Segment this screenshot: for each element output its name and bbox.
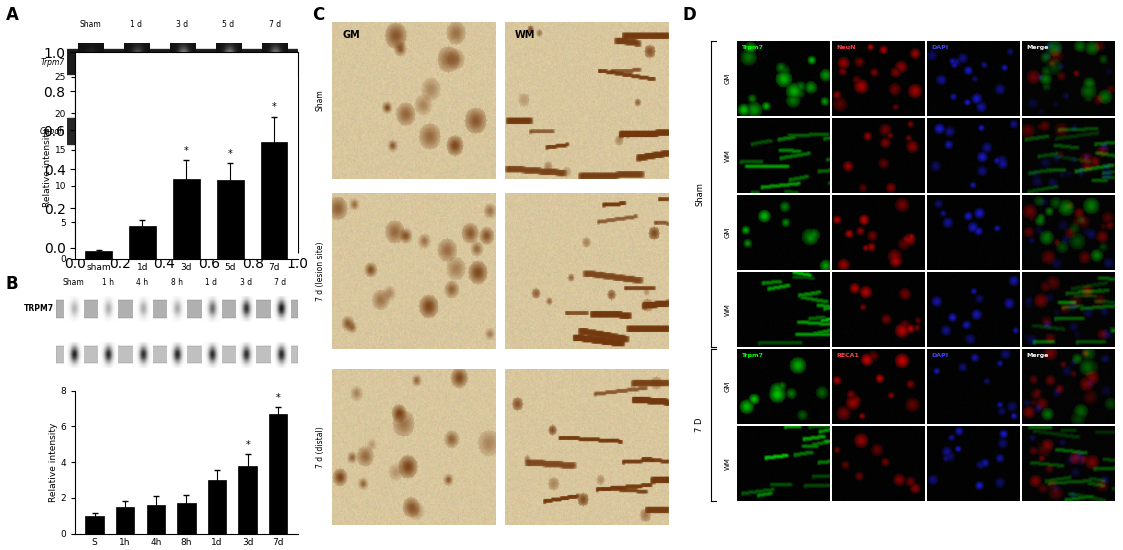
- Text: Gapdh: Gapdh: [40, 127, 65, 136]
- Bar: [129, 226, 156, 258]
- Text: *: *: [272, 102, 276, 112]
- Bar: [147, 505, 165, 534]
- Bar: [262, 142, 287, 258]
- Text: *: *: [276, 393, 281, 403]
- Text: Sham: Sham: [63, 278, 84, 287]
- Text: B: B: [6, 275, 18, 293]
- Text: *: *: [228, 149, 232, 159]
- Text: RECA1: RECA1: [837, 353, 859, 358]
- Text: Merge: Merge: [1026, 45, 1049, 50]
- Text: Trpm7: Trpm7: [741, 353, 764, 358]
- Y-axis label: Relative intensity: Relative intensity: [43, 128, 52, 207]
- Bar: [270, 414, 287, 534]
- Text: A: A: [6, 6, 18, 24]
- Text: TRPM7: TRPM7: [25, 304, 54, 314]
- Text: 1 d: 1 d: [130, 20, 143, 29]
- Text: 3 d: 3 d: [176, 20, 189, 29]
- Text: GM: GM: [725, 381, 731, 392]
- Bar: [67, 118, 298, 145]
- Text: GM: GM: [725, 227, 731, 238]
- Text: Sham: Sham: [316, 90, 325, 111]
- Text: 1 d: 1 d: [206, 278, 218, 287]
- Bar: [116, 507, 135, 534]
- Text: WM: WM: [725, 457, 731, 470]
- Text: 7 d: 7 d: [274, 278, 286, 287]
- Bar: [67, 49, 298, 75]
- Text: 7 d (distal): 7 d (distal): [316, 426, 325, 468]
- Text: NeuN: NeuN: [837, 45, 856, 50]
- Text: WM: WM: [725, 149, 731, 162]
- Text: Merge: Merge: [1026, 353, 1049, 358]
- Bar: [177, 503, 195, 534]
- Text: WM: WM: [725, 303, 731, 316]
- Text: Trpm7: Trpm7: [40, 58, 65, 67]
- Text: 3 d: 3 d: [240, 278, 252, 287]
- Y-axis label: Relative intensity: Relative intensity: [48, 422, 57, 502]
- Bar: [56, 300, 298, 318]
- Bar: [56, 346, 298, 364]
- Text: *: *: [184, 146, 189, 156]
- Text: *: *: [245, 441, 250, 450]
- Text: 5 d: 5 d: [222, 20, 235, 29]
- Bar: [85, 516, 103, 534]
- Text: Trpm7: Trpm7: [741, 45, 764, 50]
- Bar: [208, 480, 226, 534]
- Text: D: D: [683, 6, 696, 24]
- Text: DAPI: DAPI: [932, 353, 949, 358]
- Text: WM: WM: [515, 30, 536, 40]
- Text: GM: GM: [343, 30, 359, 40]
- Text: DAPI: DAPI: [932, 45, 949, 50]
- Bar: [238, 465, 257, 534]
- Text: 7 d: 7 d: [268, 20, 281, 29]
- Bar: [217, 180, 244, 258]
- Bar: [85, 251, 111, 258]
- Bar: [173, 179, 200, 258]
- Text: Sham: Sham: [80, 20, 101, 29]
- Text: 8 h: 8 h: [171, 278, 183, 287]
- Text: 7 D: 7 D: [695, 417, 704, 432]
- Text: 4 h: 4 h: [136, 278, 148, 287]
- Text: 7 d (lesion site): 7 d (lesion site): [316, 241, 325, 301]
- Text: C: C: [312, 6, 325, 24]
- Text: 1 h: 1 h: [102, 278, 113, 287]
- Text: GM: GM: [725, 73, 731, 84]
- Text: Sham: Sham: [695, 182, 704, 206]
